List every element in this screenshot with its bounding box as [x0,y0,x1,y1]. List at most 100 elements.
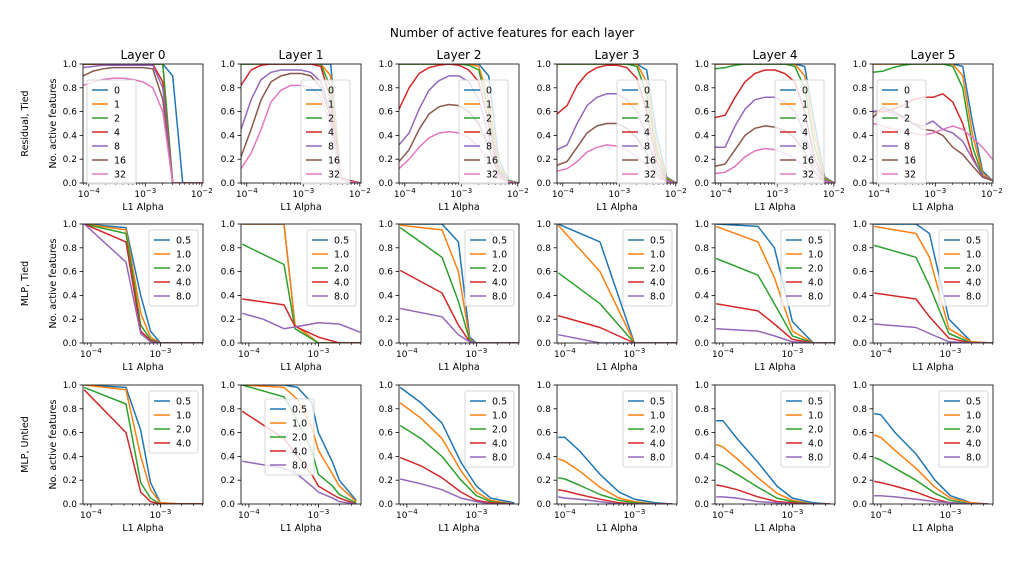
y-tick-label: 0.8 [695,405,710,415]
y-tick-label: 0.0 [221,500,236,510]
y-tick-label: 0.6 [695,268,710,278]
axes-frame [556,384,678,505]
series-line-2.0 [84,224,203,343]
y-tick-label: 0.2 [63,155,77,165]
legend-label: 4.0 [176,439,191,450]
y-tick-label: 0.8 [63,244,78,254]
legend-label: 1.0 [808,411,823,422]
legend-label: 2.0 [966,264,981,275]
legend: 0.5 1.0 2.0 4.0 8.0 [306,229,357,307]
legend: 0.5 1.0 2.0 4.0 8.0 [622,390,673,468]
legend-label: 2.0 [808,425,823,436]
y-tick-label: 0.6 [379,108,394,118]
legend-label: 32 [486,170,498,181]
subplot-r0c2: 0.0 0.2 0.4 0.6 0.8 1.0 10−4 10−3 10−2 Layer 2 L1 … [379,48,529,213]
subplot-r1c2: 0.0 0.2 0.4 0.6 0.8 1.0 10−4 10−3 L1 Alpha 0.5 1.0… [379,220,520,373]
x-axis-label: L1 Alpha [912,523,953,534]
legend-label: 2.0 [176,264,191,275]
legend-label: 1.0 [176,250,191,261]
series-line-2.0 [399,424,515,504]
y-tick-label: 0.6 [853,268,868,278]
y-tick-label: 1.0 [853,381,868,391]
legend-label: 0.5 [966,236,981,247]
series-line-2.0 [241,243,361,343]
legend-label: 8.0 [492,292,507,303]
series-line-16 [83,66,203,183]
series-line-1.0 [84,385,203,504]
y-tick-label: 1.0 [695,381,710,391]
x-tick-label: 10−2 [981,187,1003,200]
x-tick-label: 10−3 [134,187,156,200]
y-tick-label: 0.4 [695,452,710,462]
subplot-title: Layer 3 [595,48,640,62]
y-tick-label: 0.4 [63,291,78,301]
y-tick-label: 0.0 [63,500,78,510]
subplot-title: Layer 2 [437,48,482,62]
legend-label: 8 [802,142,808,153]
legend-label: 32 [644,170,656,181]
series-group [399,224,519,343]
legend-label: 4 [114,128,120,139]
legend-label: 1.0 [492,250,507,261]
axes-frame [872,384,994,505]
legend-label: 1.0 [808,250,823,261]
series-line-1.0 [242,385,357,503]
x-axis-label: L1 Alpha [596,362,637,373]
y-tick-label: 0.2 [853,155,867,165]
legend-frame [148,390,199,454]
y-tick-label: 0.8 [63,405,78,415]
y-tick-label: 0.6 [695,429,710,439]
x-tick-label: 10−2 [349,187,371,200]
y-tick-label: 1.0 [537,381,552,391]
legend-label: 0 [644,86,650,97]
y-tick-label: 0.8 [537,244,552,254]
subplot-r0c3: 0.0 0.2 0.4 0.6 0.8 1.0 10−4 10−3 10−2 Layer 3 L1 … [537,48,687,213]
y-axis-label: No. active features [48,399,59,489]
series-line-8.0 [874,323,993,343]
y-tick-label: 0.0 [853,339,868,349]
y-tick-label: 0.4 [221,131,236,141]
legend-label: 2 [328,114,334,125]
legend-label: 8 [644,142,650,153]
y-tick-label: 0.4 [695,131,710,141]
legend: 0.5 1.0 2.0 4.0 8.0 [464,229,515,307]
legend-label: 4.0 [650,278,665,289]
y-tick-label: 0.6 [221,108,236,118]
y-tick-label: 0.8 [695,244,710,254]
series-line-0.5 [84,224,203,343]
legend-label: 8 [114,142,120,153]
legend-label: 1 [328,100,334,111]
series-line-0.5 [558,436,673,504]
legend: 0.5 1.0 2.0 4.0 8.0 [938,390,989,468]
legend-frame [306,229,357,307]
legend: 0.5 1.0 2.0 4.0 8.0 [622,229,673,307]
x-tick-label: 10−4 [238,508,260,521]
axes-frame [82,384,204,505]
axes-frame [398,384,520,505]
x-tick-label: 10−3 [450,187,472,200]
y-tick-label: 0.4 [695,291,710,301]
y-tick-label: 0.8 [379,244,394,254]
series-line-2 [873,64,993,182]
legend: 0.5 1.0 2.0 4.0 8.0 [464,390,515,468]
y-tick-label: 0.0 [853,500,868,510]
x-tick-label: 10−3 [308,508,330,521]
legend-frame [264,398,315,476]
y-tick-label: 0.0 [695,339,710,349]
y-tick-label: 0.2 [695,315,709,325]
x-tick-label: 10−3 [782,508,804,521]
legend: 0 1 2 4 8 16 32 [86,79,137,185]
subplot-r0c0: 0.0 0.2 0.4 0.6 0.8 1.0 10−4 10−3 10−2 Layer 0 L1 … [20,48,213,213]
legend-label: 4.0 [492,439,507,450]
x-axis-label: L1 Alpha [280,523,321,534]
legend-label: 16 [802,156,814,167]
legend-label: 2.0 [650,425,665,436]
series-line-4.0 [242,298,361,343]
series-line-2.0 [873,244,993,343]
legend-label: 4.0 [966,439,981,450]
x-axis-label: L1 Alpha [438,523,479,534]
y-tick-label: 0.6 [63,268,78,278]
legend-label: 2 [802,114,808,125]
subplot-r1c1: 0.0 0.2 0.4 0.6 0.8 1.0 10−4 10−3 L1 Alpha 0.5 1.0… [221,220,362,373]
y-tick-label: 0.6 [853,108,868,118]
